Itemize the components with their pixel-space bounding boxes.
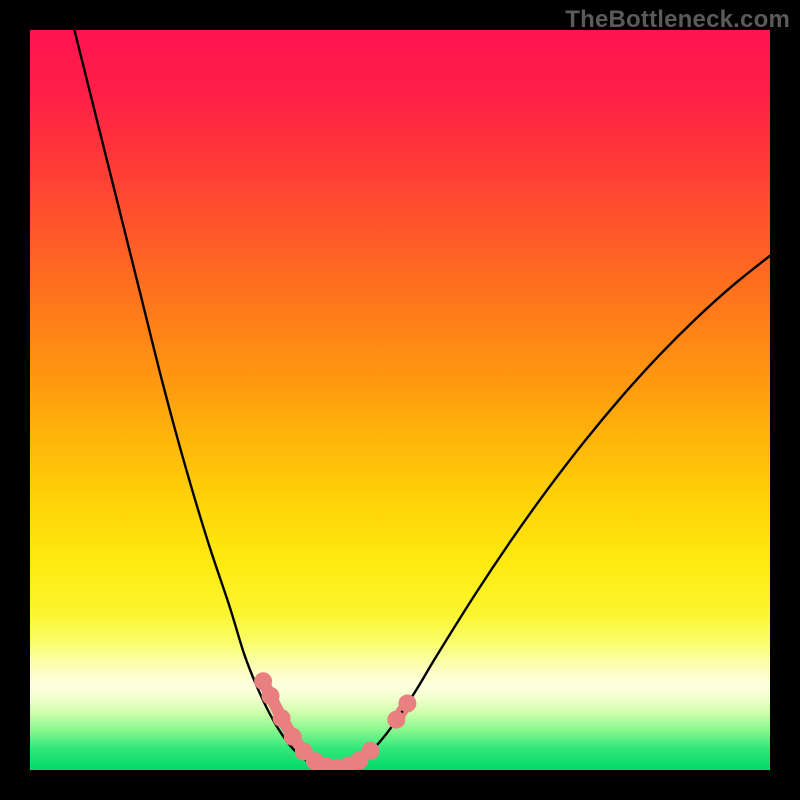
marker-dot (273, 709, 291, 727)
chart-frame: TheBottleneck.com (0, 0, 800, 800)
marker-dot (262, 687, 280, 705)
marker-dot (387, 711, 405, 729)
marker-dot (361, 742, 379, 760)
gradient-background (30, 30, 770, 770)
marker-dot (398, 694, 416, 712)
plot-area (30, 30, 770, 770)
watermark-text: TheBottleneck.com (565, 6, 790, 34)
chart-svg (30, 30, 770, 770)
marker-dot (284, 728, 302, 746)
